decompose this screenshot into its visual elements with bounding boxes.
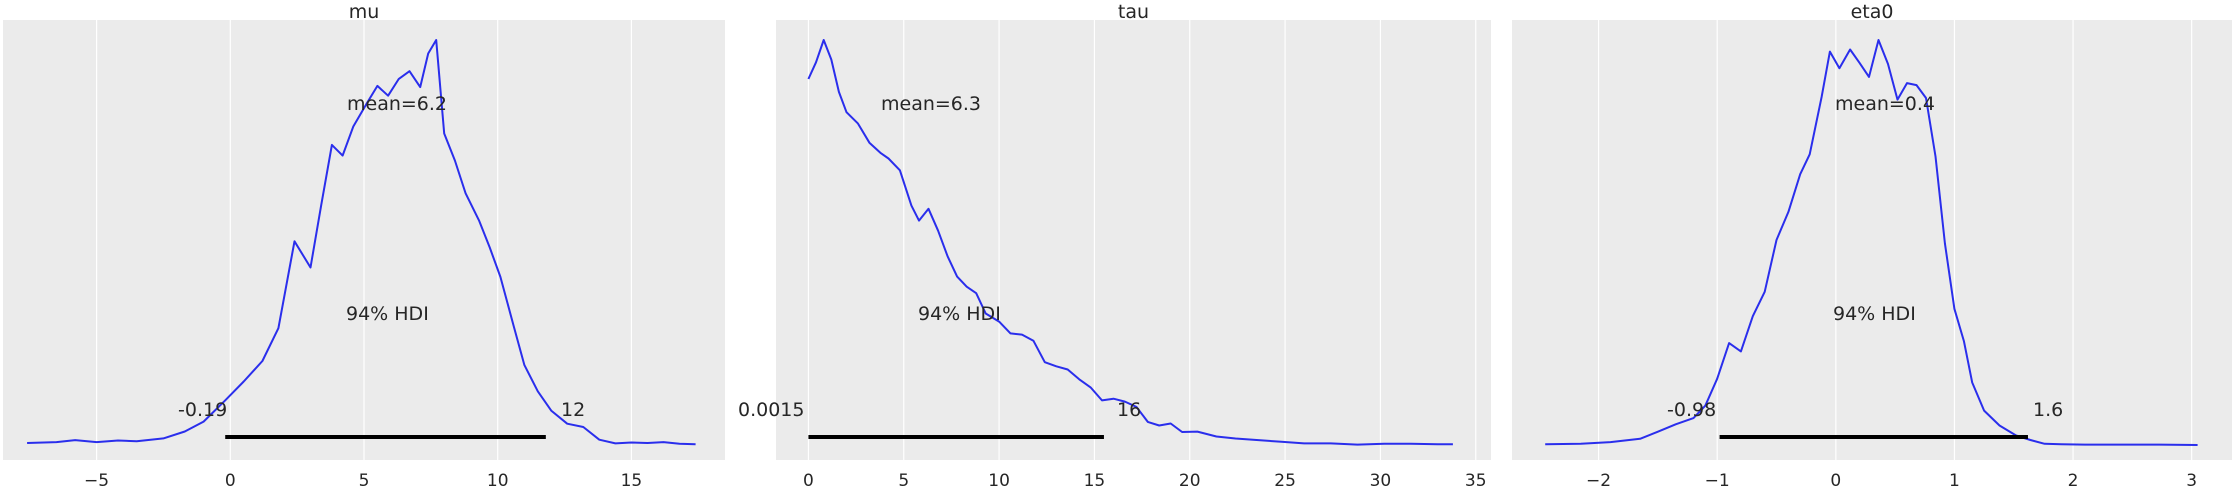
mean-annotation: mean=6.2 bbox=[347, 93, 447, 115]
x-tick-label: 2 bbox=[2068, 471, 2079, 491]
kde-line bbox=[1545, 39, 2198, 446]
x-tick-label: 1 bbox=[1949, 471, 1960, 491]
hdi-lower-label: 0.0015 bbox=[738, 399, 804, 421]
x-tick-label: 0 bbox=[803, 471, 814, 491]
x-tick-label: 0 bbox=[1830, 471, 1841, 491]
x-tick-label: 25 bbox=[1274, 471, 1296, 491]
x-tick-label: 30 bbox=[1370, 471, 1392, 491]
x-tick-label: 10 bbox=[988, 471, 1010, 491]
x-tick-label: −5 bbox=[84, 471, 109, 491]
hdi-annotation: 94% HDI bbox=[918, 303, 1001, 325]
subplot-title: mu bbox=[349, 1, 380, 23]
x-tick-label: 10 bbox=[487, 471, 509, 491]
x-tick-label: 0 bbox=[225, 471, 236, 491]
subplot-mu bbox=[3, 20, 725, 460]
x-tick-label: 20 bbox=[1179, 471, 1201, 491]
x-tick-label: 5 bbox=[359, 471, 370, 491]
x-tick-label: 15 bbox=[621, 471, 643, 491]
subplot-eta0 bbox=[1512, 20, 2232, 460]
x-tick-label: 5 bbox=[898, 471, 909, 491]
subplot-title: eta0 bbox=[1851, 1, 1894, 23]
hdi-lower-label: -0.98 bbox=[1667, 399, 1716, 421]
x-tick-label: −2 bbox=[1586, 471, 1611, 491]
mean-annotation: mean=6.3 bbox=[881, 93, 981, 115]
x-tick-label: 35 bbox=[1465, 471, 1487, 491]
hdi-annotation: 94% HDI bbox=[346, 303, 429, 325]
hdi-upper-label: 16 bbox=[1117, 399, 1141, 421]
hdi-upper-label: 12 bbox=[561, 399, 585, 421]
hdi-upper-label: 1.6 bbox=[2033, 399, 2063, 421]
plot-area bbox=[776, 20, 1491, 460]
hdi-annotation: 94% HDI bbox=[1833, 303, 1916, 325]
hdi-lower-label: -0.19 bbox=[178, 399, 227, 421]
subplot-tau bbox=[776, 20, 1491, 460]
x-tick-label: −1 bbox=[1705, 471, 1730, 491]
x-tick-label: 3 bbox=[2186, 471, 2197, 491]
subplot-title: tau bbox=[1118, 1, 1149, 23]
plot-area bbox=[1512, 20, 2232, 460]
kde-line bbox=[27, 39, 696, 446]
mean-annotation: mean=0.4 bbox=[1835, 93, 1935, 115]
kde-line bbox=[807, 39, 1453, 446]
x-tick-label: 15 bbox=[1084, 471, 1106, 491]
